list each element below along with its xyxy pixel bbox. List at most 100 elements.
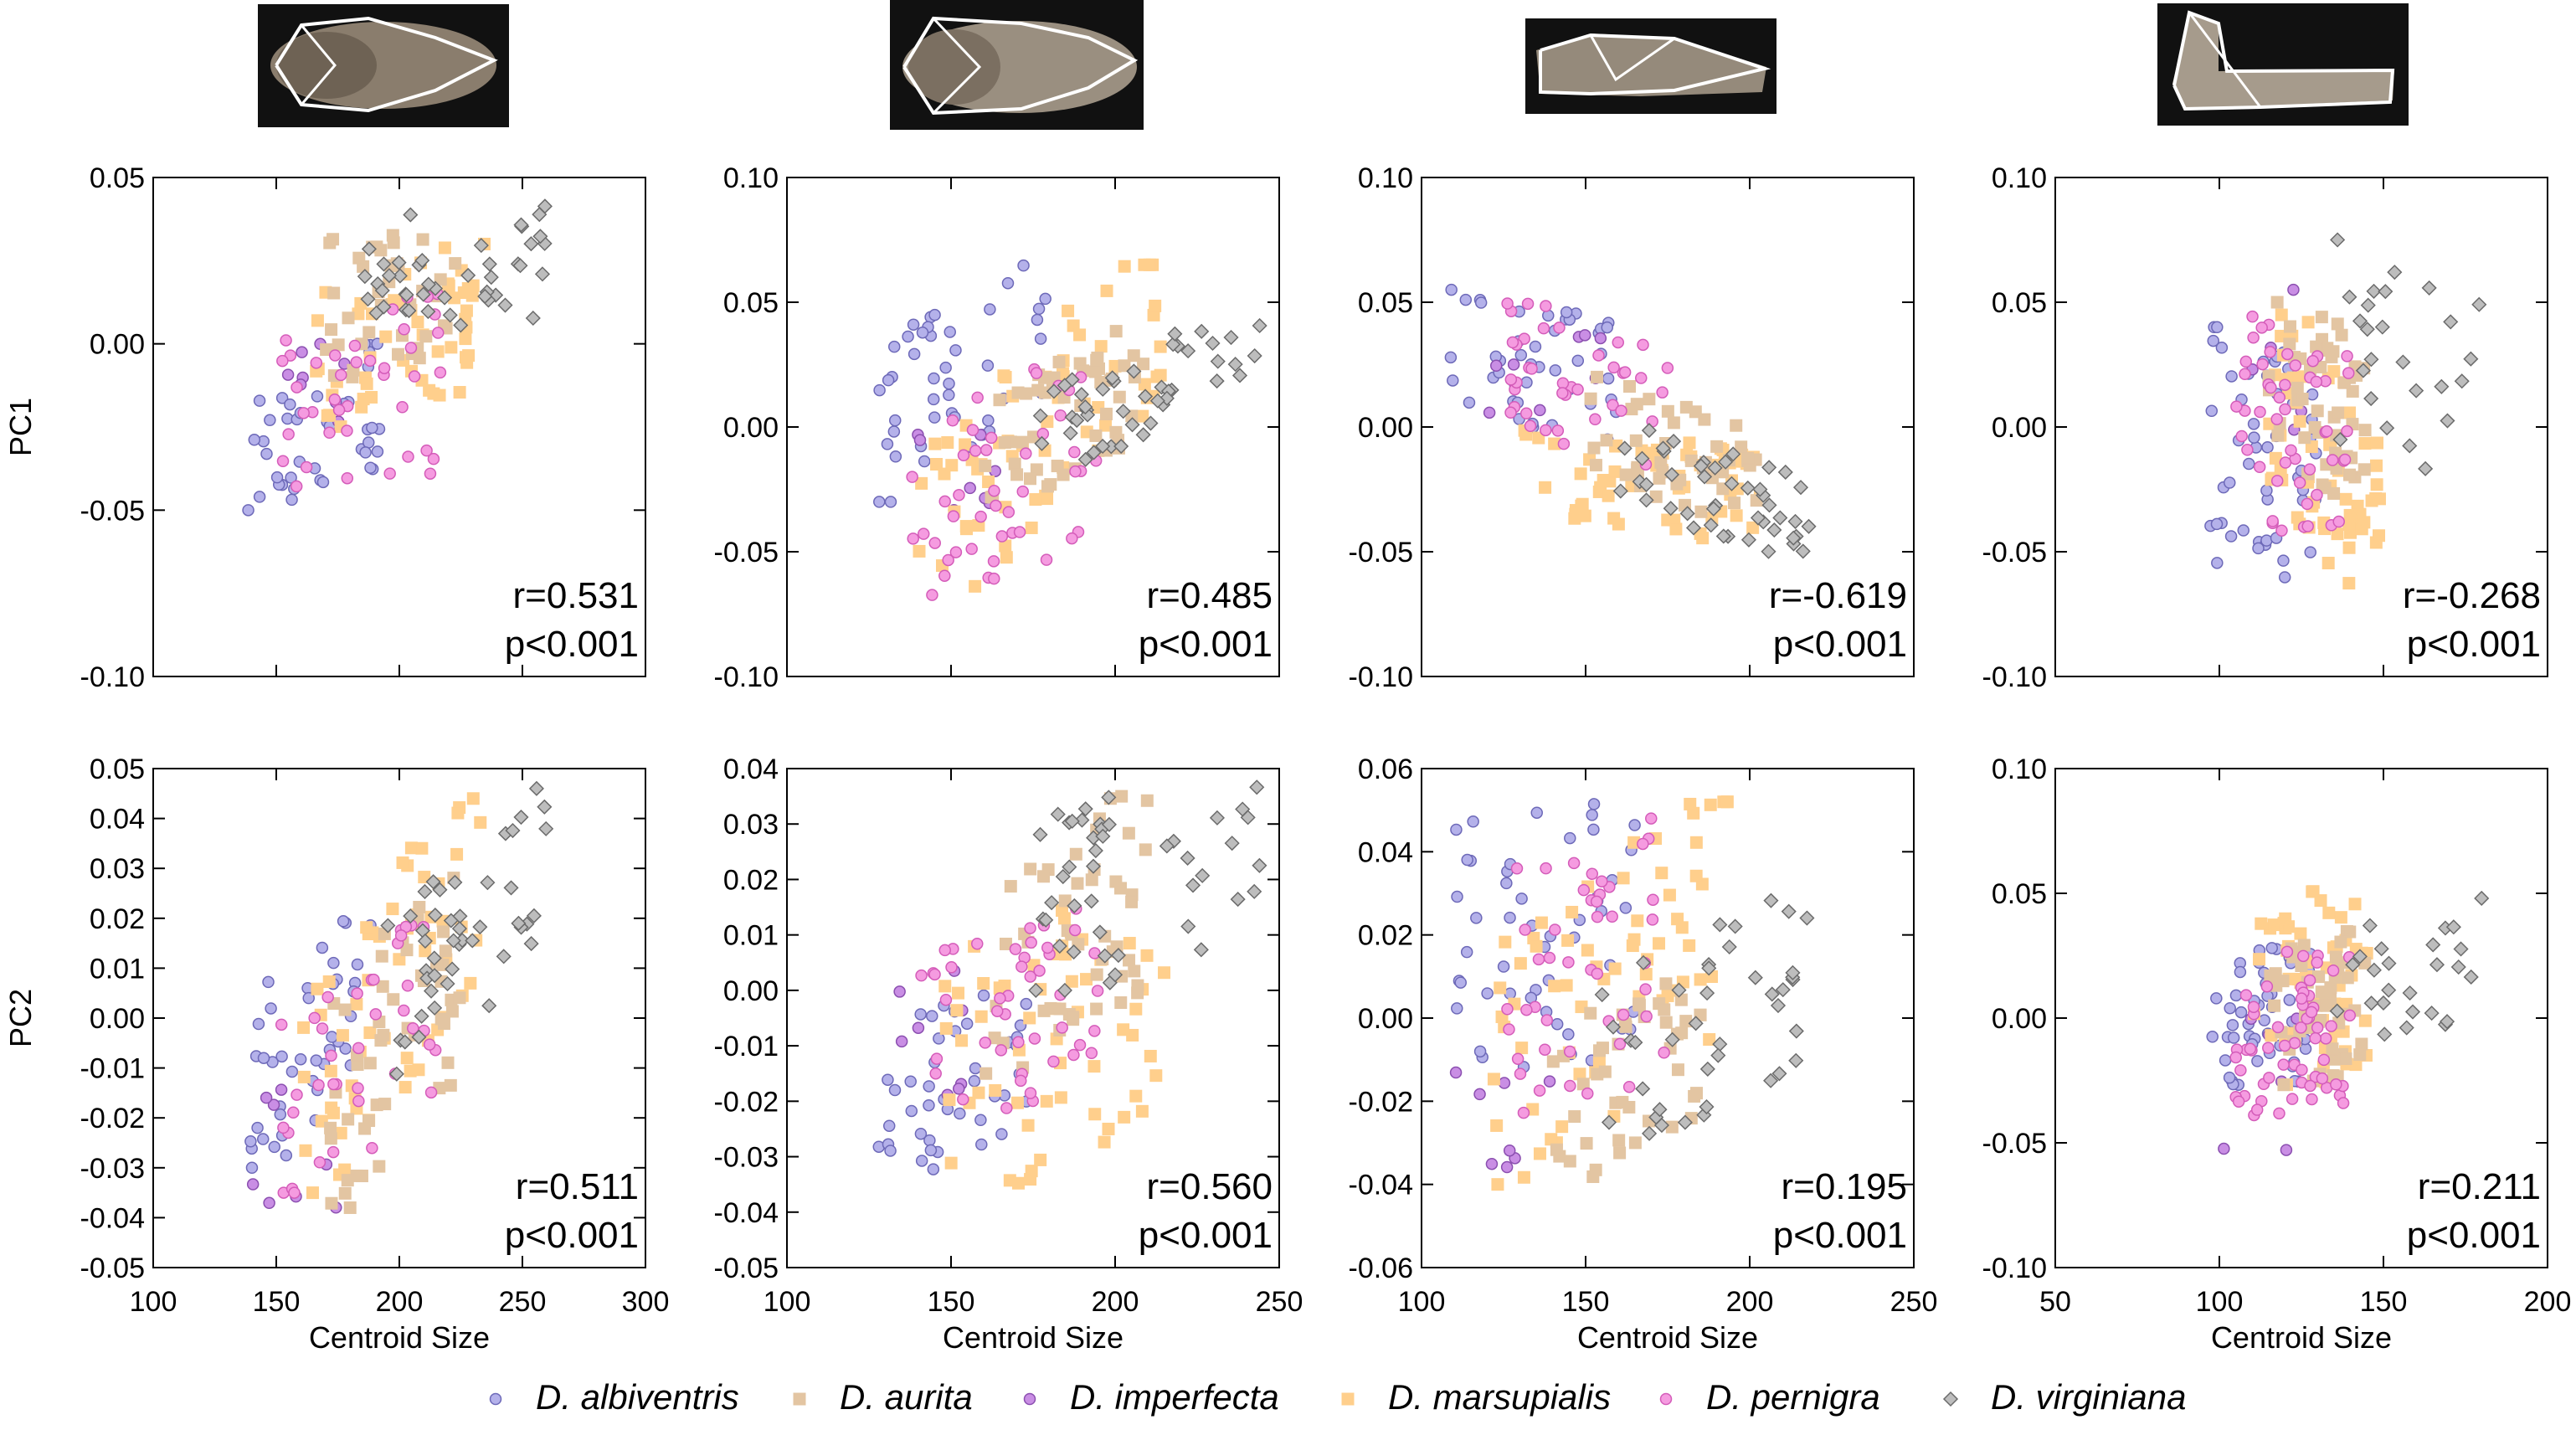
data-point: [2237, 524, 2250, 537]
data-point: [1498, 1077, 1511, 1089]
data-point: [1252, 317, 1267, 334]
data-point: [947, 510, 960, 522]
data-point: [1606, 910, 1618, 923]
data-point: [472, 919, 488, 935]
data-point: [1088, 365, 1102, 378]
data-point: [2335, 328, 2348, 342]
data-point: [1540, 1014, 1554, 1026]
data-point: [388, 1066, 404, 1082]
data-point: [1785, 964, 1801, 980]
data-point: [945, 961, 958, 974]
data-point: [1039, 292, 1051, 306]
data-point: [971, 391, 984, 404]
data-point: [2283, 337, 2296, 351]
data-point: [2234, 1006, 2248, 1019]
data-point: [1519, 923, 1531, 936]
data-point: [306, 1186, 319, 1200]
data-point: [2366, 283, 2382, 299]
data-point: [1763, 892, 1779, 908]
data-point: [1696, 469, 1713, 485]
data-point: [2453, 941, 2469, 957]
data-point: [2319, 1032, 2332, 1045]
data-point: [1099, 407, 1113, 420]
data-point: [460, 267, 476, 283]
data-point: [451, 921, 467, 937]
x-tick-label: 150: [928, 1286, 975, 1318]
data-point: [2211, 321, 2224, 334]
data-point: [1491, 1178, 1504, 1191]
data-point: [2334, 911, 2347, 924]
data-point: [2227, 1031, 2240, 1044]
data-point: [442, 307, 458, 323]
data-point: [1786, 530, 1802, 546]
data-point: [1510, 862, 1524, 875]
data-point: [1040, 1094, 1053, 1108]
data-point: [2443, 314, 2459, 330]
data-point: [930, 1052, 944, 1065]
data-point: [1683, 436, 1696, 450]
x-tick-label: 100: [2196, 1286, 2244, 1318]
data-point: [2275, 308, 2288, 321]
data-point: [1077, 801, 1093, 817]
data-point: [1663, 501, 1679, 517]
data-point: [1037, 870, 1051, 883]
y-tick-label: 0.00: [90, 329, 145, 361]
data-point: [2278, 571, 2291, 584]
data-point: [2424, 1006, 2440, 1021]
y-tick-label: 0.10: [1992, 162, 2047, 194]
data-point: [959, 522, 973, 536]
data-point: [1000, 551, 1013, 564]
data-point: [2301, 520, 2314, 532]
x-tick-label: 100: [764, 1286, 811, 1318]
x-axis-title: Centroid Size: [2211, 1320, 2392, 1355]
data-point: [1533, 1147, 1546, 1160]
data-point: [1489, 359, 1503, 373]
data-point: [1641, 423, 1657, 439]
legend-marker: [793, 1392, 806, 1406]
data-point: [1764, 986, 1780, 1002]
data-point: [1016, 485, 1030, 498]
data-point: [1454, 976, 1468, 989]
y-axis-title: PC2: [3, 989, 38, 1047]
data-point: [424, 467, 437, 480]
data-point: [1564, 1079, 1576, 1093]
data-point: [1763, 1072, 1779, 1088]
data-point: [982, 475, 995, 488]
data-point: [2218, 1142, 2230, 1155]
data-point: [1696, 532, 1710, 545]
data-point: [2293, 414, 2306, 428]
data-point: [1635, 954, 1652, 970]
data-point: [326, 1031, 338, 1043]
data-point: [944, 326, 956, 338]
data-point: [1594, 332, 1607, 345]
data-point: [1520, 376, 1533, 389]
data-point: [1704, 798, 1717, 811]
data-point: [1249, 779, 1265, 795]
data-point: [2316, 1072, 2329, 1085]
data-point: [1619, 468, 1632, 481]
data-point: [396, 856, 409, 869]
p-value: p<0.001: [1139, 624, 1273, 665]
data-point: [1617, 440, 1632, 456]
data-point: [938, 569, 951, 582]
data-point: [2322, 906, 2336, 919]
data-point: [438, 241, 451, 255]
data-point: [1230, 892, 1246, 908]
data-point: [2331, 317, 2344, 331]
data-point: [1073, 387, 1089, 403]
data-point: [423, 1038, 436, 1051]
data-point: [1675, 1026, 1689, 1040]
data-point: [1647, 893, 1659, 906]
y-tick-label: -0.02: [714, 1086, 779, 1118]
data-point: [2283, 320, 2296, 333]
data-point: [360, 291, 376, 307]
data-point: [355, 400, 368, 414]
data-point: [2325, 1020, 2337, 1032]
legend: D. albiventris D. aurita D. imperfecta D. m…: [489, 1377, 2186, 1417]
data-point: [985, 431, 998, 445]
data-point: [1772, 510, 1788, 526]
data-point: [291, 381, 303, 394]
data-point: [1033, 964, 1046, 977]
data-point: [2352, 949, 2368, 964]
data-point: [2399, 1020, 2414, 1036]
